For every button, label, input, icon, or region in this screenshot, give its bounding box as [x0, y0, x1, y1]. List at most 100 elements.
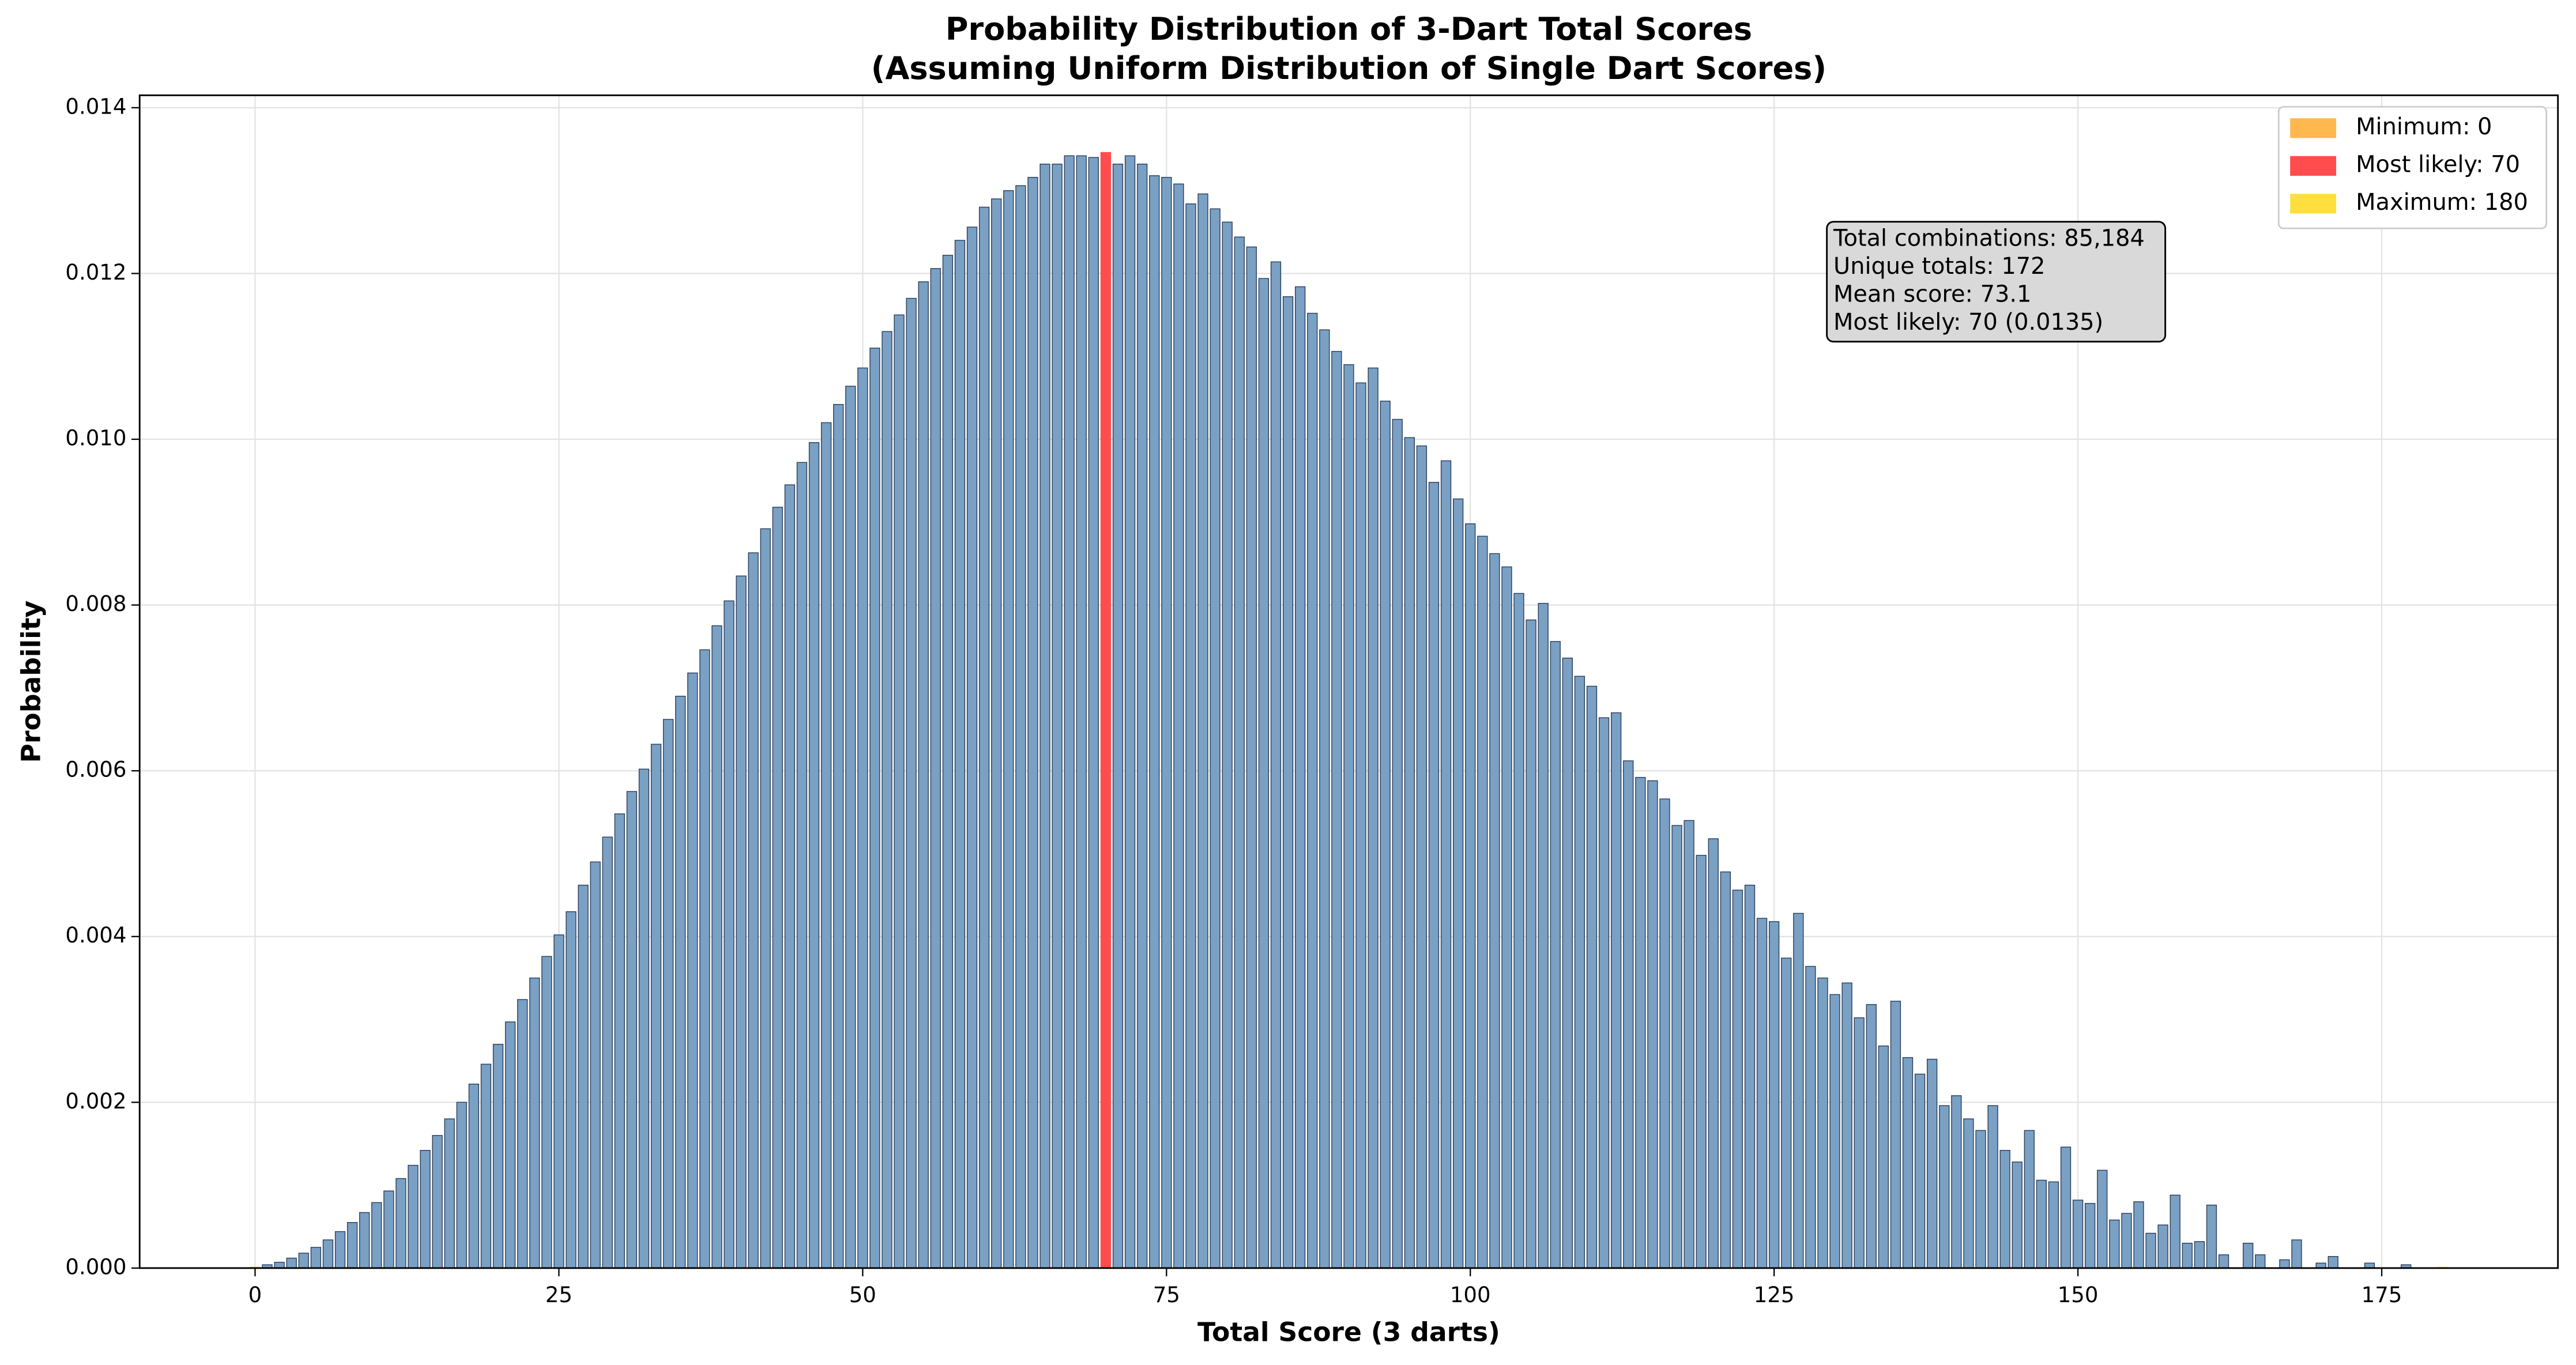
- bar: [1149, 175, 1160, 1269]
- bar: [1769, 921, 1780, 1269]
- bar: [541, 956, 552, 1269]
- bar: [1854, 1017, 1865, 1269]
- bar: [1890, 1001, 1901, 1269]
- bar: [662, 719, 674, 1269]
- bar: [1671, 825, 1682, 1269]
- bar: [1513, 593, 1524, 1269]
- bars: [250, 152, 2448, 1269]
- bar: [286, 1257, 297, 1269]
- bar: [942, 255, 954, 1269]
- bar: [1841, 982, 1852, 1269]
- x-tick-label: 0: [248, 1283, 262, 1307]
- bar: [1355, 382, 1366, 1269]
- bar: [1161, 176, 1172, 1269]
- bar: [2243, 1242, 2254, 1269]
- bar: [760, 528, 771, 1269]
- bar: [808, 442, 820, 1269]
- bar: [1756, 918, 1768, 1269]
- legend-label: Minimum: 0: [2356, 114, 2492, 140]
- bar: [1136, 163, 1148, 1269]
- bar: [1562, 657, 1573, 1269]
- x-tick-label: 150: [2058, 1283, 2099, 1307]
- bar: [614, 813, 625, 1269]
- bar: [1489, 553, 1500, 1269]
- bar: [820, 422, 832, 1269]
- bar: [1732, 889, 1743, 1269]
- bar: [578, 884, 589, 1269]
- bar: [566, 911, 577, 1269]
- bar: [1623, 760, 1634, 1269]
- bar: [638, 768, 650, 1269]
- bar: [2109, 1219, 2120, 1269]
- x-axis-label: Total Score (3 darts): [1197, 1317, 1500, 1347]
- bar: [602, 836, 613, 1269]
- y-axis-label: Probability: [16, 601, 46, 763]
- bar: [1878, 1045, 1889, 1269]
- bar: [1538, 602, 1549, 1269]
- bar: [748, 552, 759, 1269]
- bar: [492, 1043, 504, 1269]
- bar: [736, 575, 747, 1269]
- bar: [2194, 1241, 2205, 1269]
- bar: [1696, 855, 1707, 1269]
- bar: [1914, 1073, 1926, 1269]
- bar: [1720, 871, 1731, 1269]
- bar: [2157, 1224, 2168, 1269]
- bar: [590, 861, 601, 1269]
- bar: [711, 625, 722, 1269]
- bar: [1368, 367, 1379, 1269]
- y-tick-label: 0.012: [65, 260, 126, 285]
- bar: [2097, 1170, 2108, 1269]
- bar: [298, 1253, 309, 1269]
- legend-label: Maximum: 180: [2356, 189, 2528, 216]
- bar: [1197, 193, 1208, 1269]
- chart-title: Probability Distribution of 3-Dart Total…: [946, 11, 1752, 47]
- bar: [2133, 1201, 2144, 1269]
- bar: [1951, 1095, 1962, 1269]
- bar: [396, 1178, 406, 1269]
- bar: [1744, 884, 1756, 1269]
- x-tick-label: 50: [849, 1283, 876, 1307]
- y-tick-label: 0.014: [65, 94, 126, 119]
- bar: [1319, 329, 1330, 1269]
- bar: [1574, 676, 1585, 1269]
- bar: [322, 1239, 334, 1269]
- annotation-box: [1826, 221, 2167, 343]
- bar: [1015, 185, 1026, 1269]
- annotation-text: Total combinations: 85,184: [1833, 225, 2145, 252]
- annotation-text: Mean score: 73.1: [1833, 281, 2031, 307]
- y-tick-label: 0.008: [65, 591, 126, 616]
- bar: [504, 1021, 516, 1269]
- bar: [784, 484, 796, 1269]
- bar: [1999, 1149, 2010, 1269]
- bar: [906, 297, 917, 1269]
- bar: [1234, 236, 1245, 1269]
- bar: [334, 1231, 346, 1269]
- bar: [2121, 1213, 2132, 1269]
- bar: [1100, 152, 1112, 1269]
- bar: [954, 240, 966, 1269]
- x-tick-label: 125: [1754, 1283, 1795, 1307]
- bar: [1282, 296, 1294, 1269]
- bar: [918, 281, 929, 1269]
- y-tick-label: 0.002: [65, 1089, 126, 1114]
- bar: [930, 268, 941, 1269]
- bar: [626, 791, 637, 1269]
- y-tick-label: 0.010: [65, 426, 126, 451]
- x-tick-label: 75: [1153, 1283, 1180, 1307]
- bar: [1465, 523, 1476, 1269]
- bar: [347, 1222, 358, 1269]
- bar: [2012, 1162, 2023, 1269]
- bar: [1270, 261, 1282, 1269]
- bar: [1866, 1004, 1877, 1269]
- bar: [2048, 1181, 2059, 1269]
- bar: [1452, 498, 1464, 1269]
- chart-subtitle: (Assuming Uniform Distribution of Single…: [871, 50, 1826, 86]
- bar: [1635, 776, 1646, 1269]
- bar: [1052, 163, 1063, 1269]
- bar: [1805, 966, 1816, 1269]
- bar: [2036, 1179, 2047, 1269]
